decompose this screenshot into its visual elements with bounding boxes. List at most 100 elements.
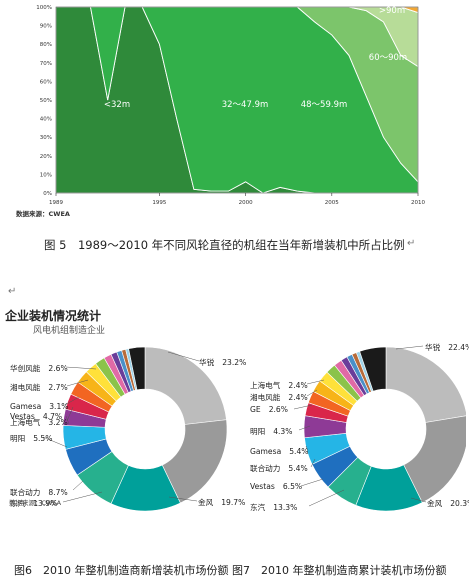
leader-line xyxy=(65,366,97,370)
x-tick-label: 2000 xyxy=(239,200,253,206)
label-leader-lines xyxy=(42,345,427,507)
y-tick-label: 0% xyxy=(43,191,52,197)
x-tick-label: 1989 xyxy=(49,200,63,206)
leader-line xyxy=(62,491,103,503)
slice-label: 湘电风能 2.4% xyxy=(250,392,308,403)
slice-label-value: 4.7% xyxy=(42,412,63,421)
y-axis-ticks: 0% 10% 20% 30% 40% 50% 60% 70% 80% 90% 100% xyxy=(36,5,52,197)
slice-label: 金风 20.3% xyxy=(427,498,469,509)
x-axis-ticks: 1989 1995 2000 2005 2010 xyxy=(49,193,425,206)
leader-line xyxy=(66,406,74,422)
slice-label: 联合动力 8.7% xyxy=(10,487,68,498)
slice-label: 东汽 13.9% xyxy=(10,498,57,509)
series-label: 32～47.9m xyxy=(222,100,269,110)
leader-line xyxy=(310,458,316,468)
slice-label-value: 2.7% xyxy=(48,383,68,392)
slice-label: Vestas 6.5% xyxy=(250,482,302,491)
slice-label-value: 3.2% xyxy=(48,418,68,427)
series-label: >90m xyxy=(379,6,405,16)
slice-label-value: 5.4% xyxy=(288,464,308,473)
slice-label: Vestas 4.7% xyxy=(10,412,62,421)
slice-label-value: 4.3% xyxy=(273,427,293,436)
slice-label-value: 3.1% xyxy=(49,402,69,411)
leader-line xyxy=(395,345,424,350)
leader-line xyxy=(72,480,84,491)
slice-label-name: 湘电风能 xyxy=(10,383,41,392)
donut-slice-0 xyxy=(385,346,466,423)
slice-label: 明阳 5.5% xyxy=(10,433,52,444)
donut-charts xyxy=(42,345,466,512)
x-tick-label: 2005 xyxy=(325,200,339,206)
paragraph-mark: ↵ xyxy=(8,286,17,297)
slice-label-value: 23.2% xyxy=(222,358,247,367)
slice-label-value: 5.5% xyxy=(33,434,53,443)
rotor-diameter-area-chart: 0%10%20%30%40%50%60%70%80%90%100% 1989 19… xyxy=(6,0,432,222)
slice-label: 明阳 4.3% xyxy=(250,426,292,437)
slice-label-value: 13.9% xyxy=(33,499,58,508)
figure7-caption: 图7 2010 年整机制造商累计装机市场份额 xyxy=(232,564,447,577)
leader-line xyxy=(66,379,89,387)
leader-line xyxy=(298,425,311,431)
slice-label-name: 金风 xyxy=(427,499,443,508)
y-tick-label: 90% xyxy=(40,24,52,30)
slice-label: 华锐 23.2% xyxy=(199,357,246,368)
slice-label-value: 20.3% xyxy=(450,499,469,508)
leader-line xyxy=(300,478,324,487)
slice-label-name: 上海电气 xyxy=(250,381,281,390)
slice-label-name: 华锐 xyxy=(199,358,215,367)
slice-label: 联合动力 5.4% xyxy=(250,463,308,474)
leader-line xyxy=(168,496,198,502)
y-tick-label: 30% xyxy=(40,135,52,141)
leader-line xyxy=(410,497,427,503)
y-tick-label: 10% xyxy=(40,172,52,178)
slice-label-value: 13.3% xyxy=(273,503,298,512)
slice-label: 华创风能 2.6% xyxy=(10,363,68,374)
slice-label: 湘电风能 2.7% xyxy=(10,382,68,393)
slice-label: Gamesa 3.1% xyxy=(10,402,69,411)
leader-line xyxy=(42,436,68,448)
y-tick-label: 80% xyxy=(40,42,52,48)
slice-label-name: 湘电风能 xyxy=(250,393,281,402)
figure6-caption: 图6 2010 年整机制造商新增装机市场份额 xyxy=(14,564,229,577)
series-labels: <32m 32～47.9m 48～59.9m 60～90m >90m xyxy=(104,6,407,110)
slice-label: GE 2.6% xyxy=(250,405,288,414)
slice-label-value: 2.6% xyxy=(268,405,288,414)
plot-area xyxy=(55,6,419,194)
leader-line xyxy=(306,389,318,397)
slice-label: Gamesa 5.4% xyxy=(250,447,309,456)
slice-label-name: 华锐 xyxy=(425,343,441,352)
slice-label-name: 东汽 xyxy=(10,499,26,508)
leader-line xyxy=(64,396,80,406)
slice-label-name: Vestas xyxy=(10,412,35,421)
y-tick-label: 70% xyxy=(40,61,52,67)
slice-label: 金风 19.7% xyxy=(198,497,245,508)
slice-label-name: Gamesa xyxy=(10,402,42,411)
slice-label: 东汽 13.3% xyxy=(250,502,297,513)
series-label: 60～90m xyxy=(369,53,407,63)
slice-label: 上海电气 3.2% xyxy=(10,417,68,428)
slice-label-value: 6.5% xyxy=(282,482,303,491)
leader-line xyxy=(308,489,345,507)
slice-label-name: 东汽 xyxy=(250,503,266,512)
slice-label-value: 2.6% xyxy=(48,364,68,373)
figure5-caption: 图 5 1989～2010 年不同风轮直径的机组在当年新增装机中所占比例 xyxy=(44,238,405,252)
figure7-donut xyxy=(303,346,466,512)
paragraph-mark: ↵ xyxy=(407,238,416,249)
slice-label-value: 19.7% xyxy=(221,498,246,507)
slice-label-value: 2.4% xyxy=(288,381,308,390)
slice-label-name: 华创风能 xyxy=(10,364,41,373)
leader-line xyxy=(305,445,309,452)
slice-label-name: 联合动力 xyxy=(250,464,281,473)
slice-label-name: 联合动力 xyxy=(10,488,41,497)
plot-frame xyxy=(55,6,419,194)
y-tick-label: 60% xyxy=(40,79,52,85)
donut-slice-17 xyxy=(359,346,387,392)
y-tick-label: 50% xyxy=(40,98,52,104)
slice-label-name: Gamesa xyxy=(250,447,282,456)
y-tick-label: 40% xyxy=(40,117,52,123)
figure6-donut xyxy=(62,346,228,512)
leader-line xyxy=(293,404,313,410)
panel-title: 企业装机情况统计 xyxy=(5,309,102,323)
slice-label: 华锐 22.4% xyxy=(425,342,469,353)
panel-subtitle: 风电机组制造企业 xyxy=(33,326,106,336)
